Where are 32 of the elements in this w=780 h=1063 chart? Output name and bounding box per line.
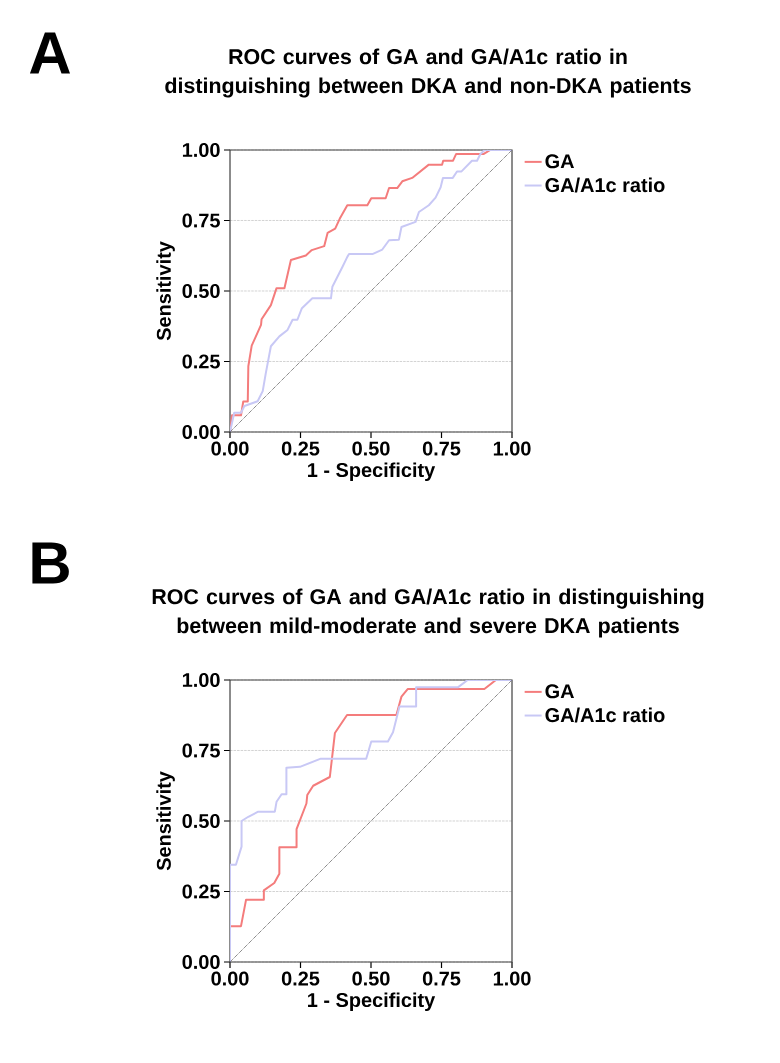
- x-tick-label: 1.00: [493, 971, 531, 986]
- y-tick-label: 0.50: [182, 813, 220, 829]
- x-tick-label: 1.00: [493, 441, 531, 456]
- y-tick-label: 0.25: [182, 354, 220, 369]
- y-tick-label: 0.00: [182, 954, 220, 970]
- legend-label: GA/A1c ratio: [545, 707, 665, 723]
- x-tick-label: 0.75: [422, 971, 461, 986]
- y-axis-title: Sensitivity: [156, 771, 175, 871]
- x-tick-label: 0.00: [211, 441, 249, 456]
- y-tick-label: 0.00: [182, 424, 220, 440]
- y-tick-label: 1.00: [182, 672, 220, 688]
- x-tick-label: 0.50: [352, 441, 390, 456]
- text: B: [32, 542, 69, 584]
- legend-label: GA: [545, 154, 575, 169]
- x-tick-label: 0.50: [352, 971, 390, 986]
- x-axis-title: 1 - Specificity: [308, 992, 436, 1012]
- y-tick-label: 0.75: [182, 213, 220, 228]
- y-tick-label: 0.25: [182, 884, 220, 899]
- legend-label: GA: [545, 684, 575, 699]
- x-axis-title: 1 - Specificity: [308, 462, 436, 482]
- y-axis-title: Sensitivity: [156, 241, 175, 341]
- y-tick-label: 1.00: [182, 142, 220, 158]
- x-tick-label: 0.25: [281, 441, 320, 456]
- legend-label: GA/A1c ratio: [545, 177, 665, 193]
- x-tick-label: 0.25: [281, 971, 320, 986]
- x-tick-label: 0.00: [211, 971, 249, 986]
- y-tick-label: 0.75: [182, 743, 220, 758]
- x-tick-label: 0.75: [422, 441, 461, 456]
- y-tick-label: 0.50: [182, 283, 220, 299]
- text: A: [29, 32, 71, 74]
- chart-title: ROC curves of GA and GA/A1c ratio in distinguishing between mild-moderate and severe DKA patients: [152, 588, 704, 638]
- chart-title: ROC curves of GA and GA/A1c ratio in distinguishing between DKA and non-DKA patients: [165, 48, 691, 98]
